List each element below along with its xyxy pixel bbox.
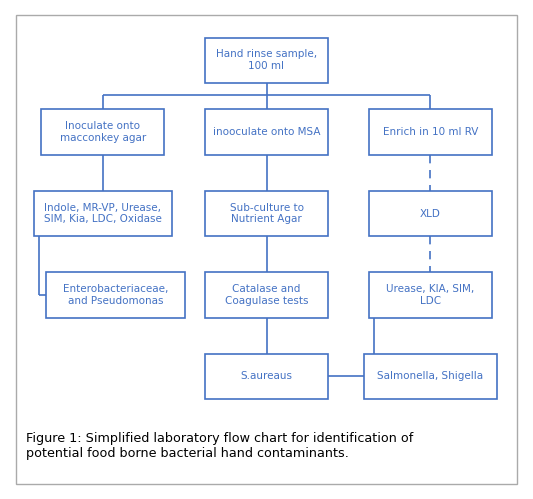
FancyBboxPatch shape bbox=[34, 191, 172, 237]
FancyBboxPatch shape bbox=[205, 37, 328, 83]
FancyBboxPatch shape bbox=[205, 272, 328, 318]
Text: Sub-culture to
Nutrient Agar: Sub-culture to Nutrient Agar bbox=[230, 203, 303, 225]
Text: Catalase and
Coagulase tests: Catalase and Coagulase tests bbox=[225, 284, 308, 306]
Text: Urease, KIA, SIM,
LDC: Urease, KIA, SIM, LDC bbox=[386, 284, 474, 306]
Text: Inoculate onto
macconkey agar: Inoculate onto macconkey agar bbox=[60, 121, 146, 143]
Text: Enrich in 10 ml RV: Enrich in 10 ml RV bbox=[383, 127, 478, 137]
FancyBboxPatch shape bbox=[205, 191, 328, 237]
FancyBboxPatch shape bbox=[205, 354, 328, 399]
Text: Indole, MR-VP, Urease,
SIM, Kia, LDC, Oxidase: Indole, MR-VP, Urease, SIM, Kia, LDC, Ox… bbox=[44, 203, 161, 225]
Text: S.aureaus: S.aureaus bbox=[240, 371, 293, 381]
Text: Salmonella, Shigella: Salmonella, Shigella bbox=[377, 371, 483, 381]
Text: Hand rinse sample,
100 ml: Hand rinse sample, 100 ml bbox=[216, 49, 317, 71]
Text: Enterobacteriaceae,
and Pseudomonas: Enterobacteriaceae, and Pseudomonas bbox=[63, 284, 168, 306]
Text: Figure 1: Simplified laboratory flow chart for identification of
potential food : Figure 1: Simplified laboratory flow cha… bbox=[26, 432, 413, 460]
FancyBboxPatch shape bbox=[364, 354, 497, 399]
FancyBboxPatch shape bbox=[369, 109, 491, 155]
Text: XLD: XLD bbox=[420, 209, 441, 219]
FancyBboxPatch shape bbox=[42, 109, 164, 155]
FancyBboxPatch shape bbox=[205, 109, 328, 155]
FancyBboxPatch shape bbox=[369, 191, 491, 237]
FancyBboxPatch shape bbox=[369, 272, 491, 318]
Text: inooculate onto MSA: inooculate onto MSA bbox=[213, 127, 320, 137]
FancyBboxPatch shape bbox=[46, 272, 184, 318]
